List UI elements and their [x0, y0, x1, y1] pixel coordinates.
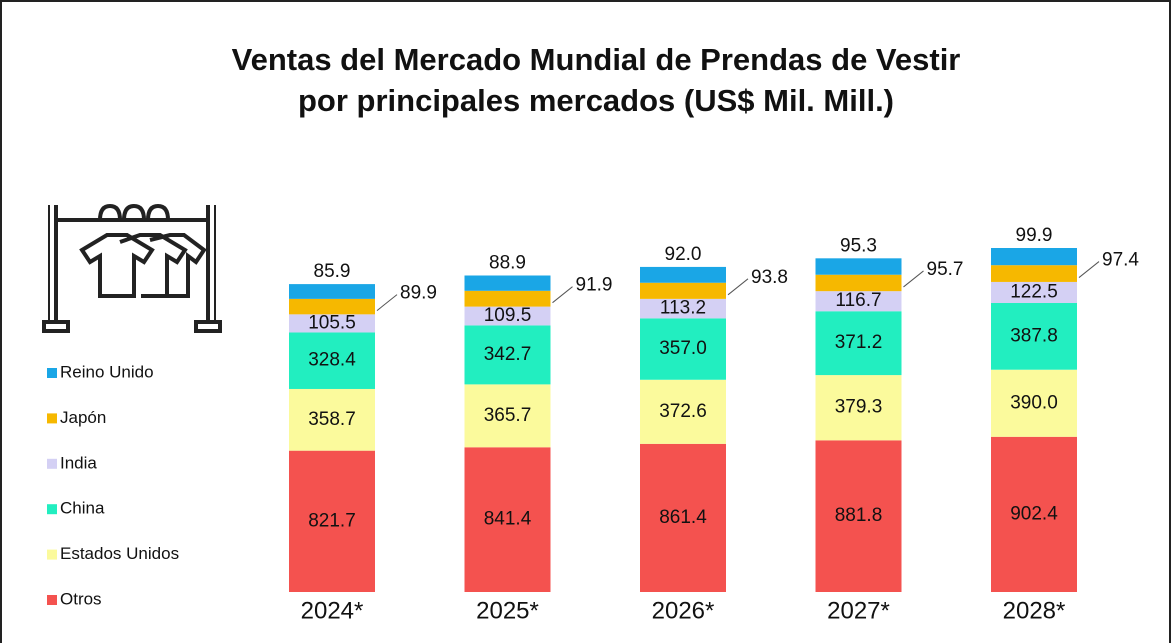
x-tick-label: 2025*	[476, 597, 539, 624]
rack-icon	[42, 203, 222, 333]
bar-segment	[991, 248, 1077, 266]
value-label: 91.9	[576, 275, 613, 296]
value-label: 92.0	[665, 244, 702, 265]
leader-line	[903, 270, 924, 288]
bar-segment	[640, 443, 726, 592]
value-label: 93.8	[751, 267, 788, 288]
bar-segment	[815, 440, 902, 592]
legend-label: Reino Unido	[60, 362, 154, 381]
bar-segment	[815, 274, 902, 292]
leader-line	[1078, 261, 1100, 278]
value-label: 95.7	[927, 259, 964, 280]
leader-line	[552, 286, 573, 304]
bar-segment	[815, 311, 902, 376]
value-label: 387.8	[1010, 325, 1058, 346]
bar-segment	[815, 291, 902, 312]
bar-segment	[464, 384, 551, 448]
legend-label: China	[60, 499, 105, 518]
value-label: 105.5	[308, 312, 356, 333]
legend-label: Estados Unidos	[60, 544, 179, 563]
x-tick-label: 2026*	[652, 597, 715, 624]
bar-segment	[464, 275, 551, 291]
bar-segment	[991, 281, 1077, 304]
value-label: 371.2	[835, 332, 883, 353]
bar-segment	[289, 388, 375, 451]
value-label: 328.4	[308, 350, 356, 371]
bar-segment	[464, 290, 551, 307]
bar-segment	[289, 314, 375, 333]
bar-segment	[640, 318, 726, 380]
bar-segment	[815, 375, 902, 441]
legend-swatch	[47, 368, 57, 378]
value-label: 358.7	[308, 409, 356, 430]
value-label: 390.0	[1010, 392, 1058, 413]
bar-segment	[464, 325, 551, 385]
legend-swatch	[47, 549, 57, 560]
value-label: 357.0	[659, 338, 707, 359]
value-label: 379.3	[835, 397, 883, 418]
legend-label: Japón	[60, 408, 106, 427]
value-label: 821.7	[308, 510, 356, 531]
x-tick-label: 2024*	[301, 597, 364, 624]
chart-title-line: por principales mercados (US$ Mil. Mill.…	[298, 83, 894, 118]
legend-swatch	[47, 458, 57, 469]
bar-segment	[289, 450, 375, 592]
legend-label: Otros	[60, 589, 102, 608]
x-tick-label: 2028*	[1003, 597, 1066, 624]
legend-swatch	[47, 413, 57, 424]
bar-segment	[640, 282, 726, 299]
value-label: 365.7	[484, 405, 532, 426]
bar-segment	[289, 332, 375, 389]
bar-segment	[640, 266, 726, 283]
legend-label: India	[60, 453, 97, 472]
legend-swatch	[47, 595, 57, 605]
bar-segment	[289, 298, 375, 315]
bar-segment	[815, 258, 902, 275]
bar-segment	[991, 369, 1077, 437]
bar-segment	[289, 284, 375, 299]
value-label: 861.4	[659, 507, 707, 528]
value-label: 97.4	[1102, 250, 1139, 271]
value-label: 902.4	[1010, 503, 1058, 524]
leader-line	[376, 294, 398, 311]
value-label: 122.5	[1010, 281, 1058, 302]
value-label: 372.6	[659, 401, 707, 422]
value-label: 99.9	[1016, 225, 1053, 246]
leader-line	[727, 278, 749, 296]
bar-segment	[464, 447, 551, 592]
bar-segment	[991, 436, 1077, 592]
value-label: 113.2	[660, 298, 706, 319]
bar-segment	[464, 306, 551, 326]
chart-title-line: Ventas del Mercado Mundial de Prendas de…	[232, 42, 961, 77]
value-label: 116.7	[835, 290, 881, 311]
value-label: 88.9	[489, 253, 526, 274]
bar-segment	[991, 303, 1077, 370]
x-tick-label: 2027*	[827, 597, 890, 624]
bar-segment	[991, 265, 1077, 282]
value-label: 342.7	[484, 344, 532, 365]
value-label: 89.9	[400, 283, 437, 304]
bar-segment	[640, 379, 726, 444]
legend-swatch	[47, 504, 57, 515]
value-label: 841.4	[484, 509, 532, 530]
bar-segment	[640, 298, 726, 319]
value-label: 109.5	[484, 305, 532, 326]
value-label: 85.9	[314, 261, 351, 282]
value-label: 881.8	[835, 505, 883, 526]
value-label: 95.3	[840, 235, 877, 256]
